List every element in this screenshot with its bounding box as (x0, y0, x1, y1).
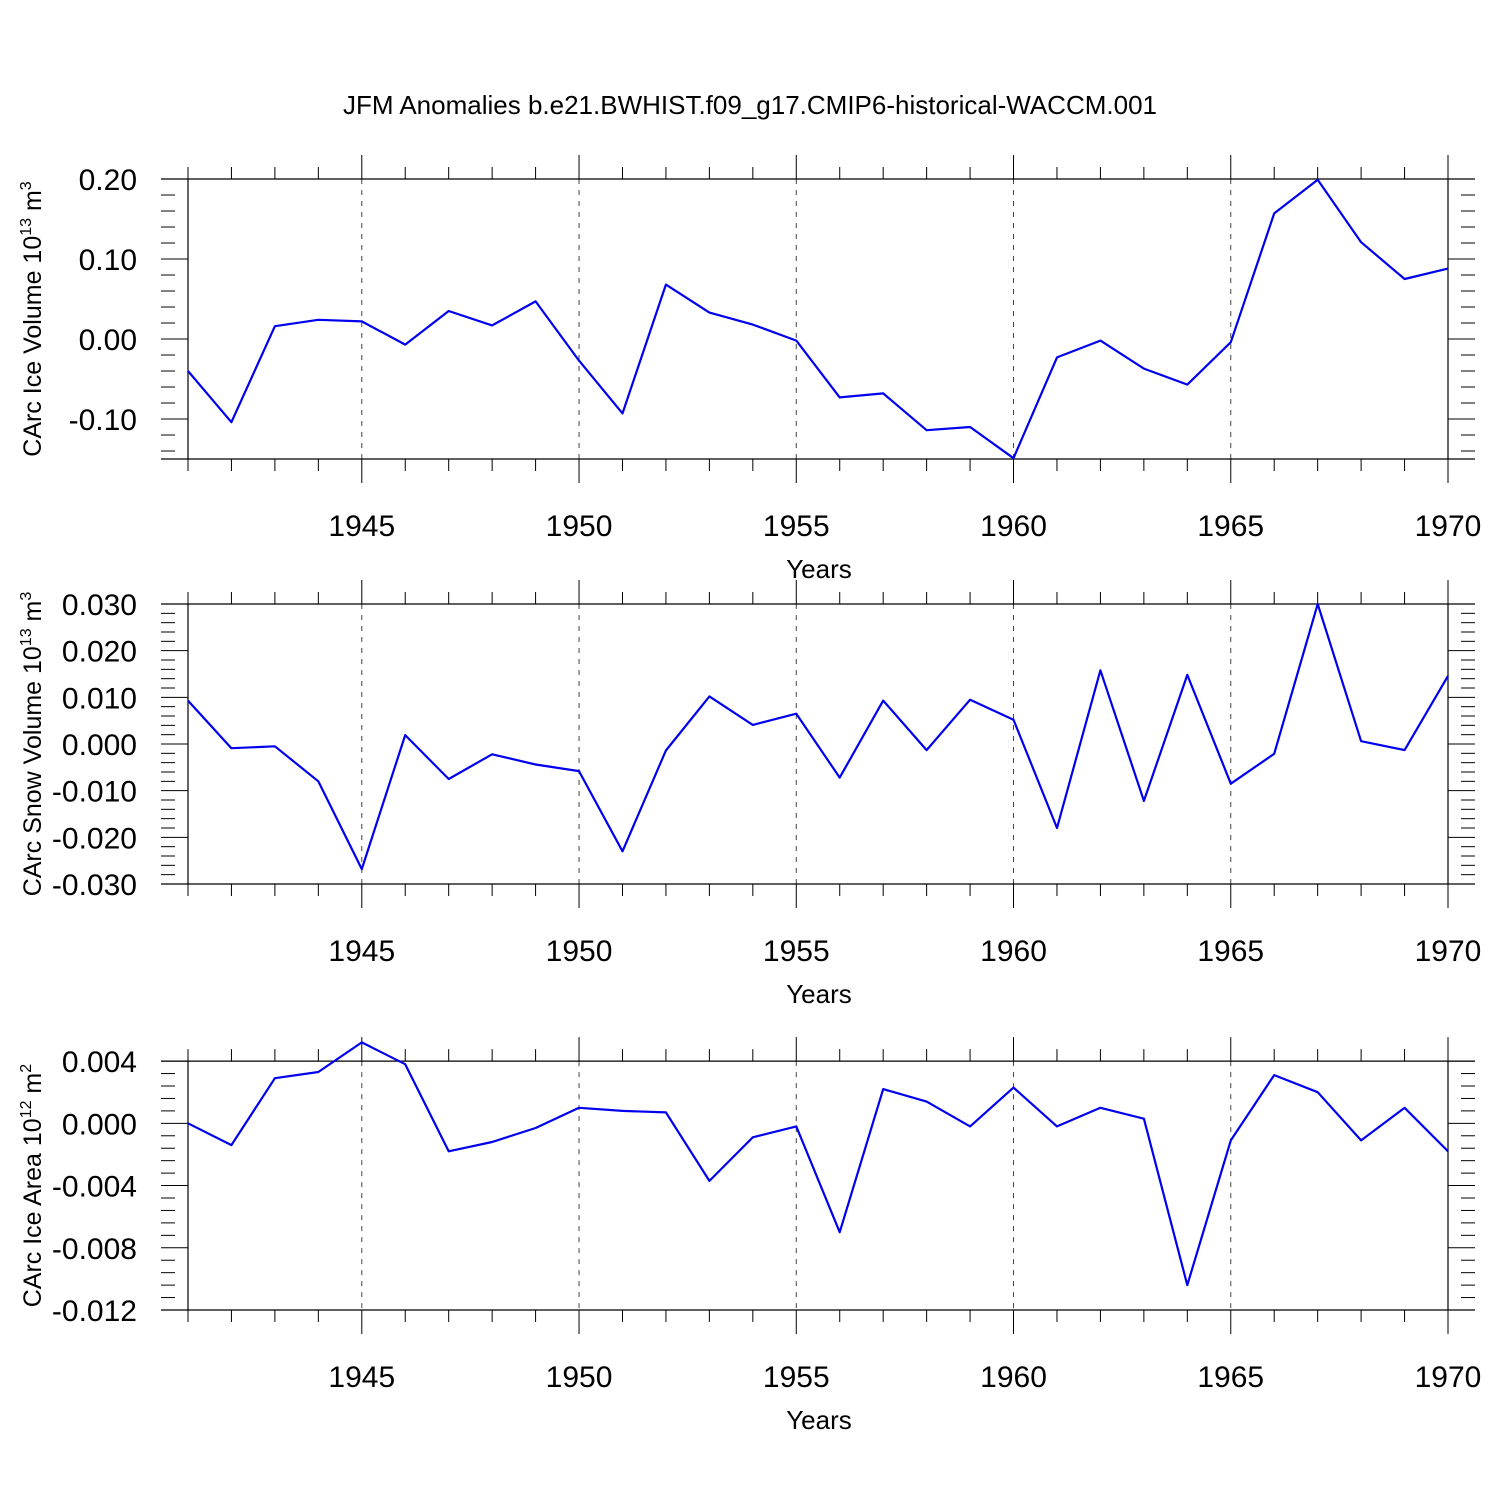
x-tick-label: 1965 (1197, 510, 1264, 543)
panel-2: 0.030 0.020 0.010 0.000 -0.010 -0.020 -0.030 19… (18, 580, 1481, 1009)
y-axis-label: CArc Ice Volume 1013 m3 (18, 181, 47, 457)
x-tick-label: 1970 (1415, 1361, 1482, 1394)
x-tick-label: 1960 (980, 1361, 1047, 1394)
x-tick-label: 1945 (328, 935, 395, 968)
y-tick-label: 0.20 (79, 164, 137, 197)
x-tick-label: 1945 (328, 1361, 395, 1394)
y-tick-label: -0.10 (69, 404, 137, 437)
x-tick-label: 1960 (980, 510, 1047, 543)
y-axis-label: CArc Snow Volume 1013 m3 (18, 592, 47, 897)
y-tick-label: 0.030 (62, 589, 137, 622)
y-axis-label-unit: m (19, 1073, 47, 1101)
x-axis-label: Years (786, 554, 852, 584)
x-tick-label: 1965 (1197, 1361, 1264, 1394)
y-axis-label-unit: m (19, 190, 47, 218)
y-axis-label-power: 3 (18, 181, 35, 190)
y-tick-label: 0.004 (62, 1046, 137, 1079)
y-tick-label: 0.010 (62, 682, 137, 715)
series-line-0 (187, 178, 1449, 460)
x-axis-label: Years (786, 979, 852, 1009)
x-tick-label: 1955 (763, 510, 830, 543)
y-tick-label: 0.000 (62, 729, 137, 762)
y-tick-label: -0.012 (52, 1295, 137, 1328)
x-tick-label: 1970 (1415, 935, 1482, 968)
y-tick-label: -0.004 (52, 1171, 137, 1204)
x-tick-label: 1945 (328, 510, 395, 543)
y-axis-label-power: 3 (18, 592, 35, 601)
y-axis-label-unit: m (19, 601, 47, 629)
x-tick-label: 1955 (763, 935, 830, 968)
y-tick-label: -0.008 (52, 1233, 137, 1266)
x-tick-label: 1950 (546, 1361, 613, 1394)
x-tick-label: 1950 (546, 510, 613, 543)
y-axis-label: CArc Ice Area 1012 m2 (18, 1064, 47, 1308)
x-axis-label: Years (786, 1405, 852, 1435)
y-axis-label-exponent: 13 (18, 628, 35, 646)
chart-title: JFM Anomalies b.e21.BWHIST.f09_g17.CMIP6… (343, 90, 1157, 120)
x-tick-label: 1965 (1197, 935, 1264, 968)
series-line-1 (187, 602, 1449, 871)
y-axis-label-name: CArc Ice Volume 10 (19, 236, 47, 457)
series-line-2 (187, 1041, 1449, 1287)
y-tick-label: -0.020 (52, 822, 137, 855)
y-tick-label: 0.020 (62, 636, 137, 669)
panel-3: 0.004 0.000 -0.004 -0.008 -0.012 1945 1950 1955… (18, 1037, 1481, 1435)
x-tick-label: 1960 (980, 935, 1047, 968)
x-tick-label: 1970 (1415, 510, 1482, 543)
x-tick-label: 1955 (763, 1361, 830, 1394)
y-axis-label-name: CArc Ice Area 10 (19, 1118, 47, 1307)
y-axis-label-exponent: 12 (18, 1100, 35, 1118)
y-axis-label-name: CArc Snow Volume 10 (19, 646, 47, 896)
y-tick-label: -0.010 (52, 776, 137, 809)
y-tick-label: -0.030 (52, 869, 137, 902)
y-axis-label-power: 2 (18, 1064, 35, 1073)
y-tick-label: 0.10 (79, 244, 137, 277)
x-tick-label: 1950 (546, 935, 613, 968)
y-axis-label-exponent: 13 (18, 218, 35, 236)
panel-1: 0.20 0.10 0.00 -0.10 1945 1950 1955 1960 1965 197… (18, 155, 1481, 584)
y-tick-label: 0.00 (79, 324, 137, 357)
y-tick-label: 0.000 (62, 1108, 137, 1141)
